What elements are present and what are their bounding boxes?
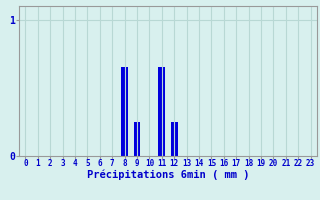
X-axis label: Précipitations 6min ( mm ): Précipitations 6min ( mm )	[87, 169, 249, 180]
Bar	[133, 122, 140, 156]
Bar	[158, 67, 165, 156]
Bar	[171, 122, 178, 156]
Bar	[121, 67, 128, 156]
